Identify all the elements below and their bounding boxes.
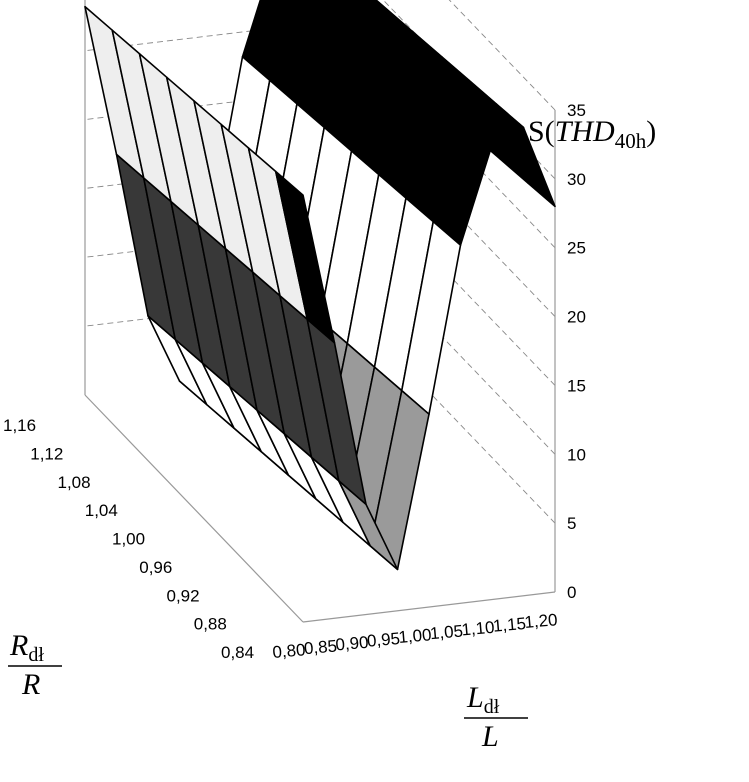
z-tick-label: 20	[567, 308, 586, 327]
y-tick-label: 0,92	[167, 586, 200, 605]
x-tick-label: 1,00	[398, 625, 433, 647]
z-tick-label: 5	[567, 514, 576, 533]
surface-mesh	[84, 0, 556, 571]
wall-grid-line	[448, 0, 556, 111]
y-tick-label: 1,04	[85, 501, 118, 520]
z-tick-label: 0	[567, 583, 576, 602]
z-tick-label: 35	[567, 101, 586, 120]
z-tick-label: 25	[567, 239, 586, 258]
z-tick-label: 10	[567, 445, 586, 464]
x-tick-label: 1,15	[492, 614, 527, 636]
y-tick-label: 0,88	[194, 615, 227, 634]
x-tick-label: 1,05	[429, 621, 464, 643]
x-tick-label: 0,90	[335, 633, 370, 655]
svg-text:R: R	[21, 668, 40, 701]
x-axis-title: Ldł L	[464, 681, 528, 753]
svg-text:L: L	[481, 720, 499, 753]
y-tick-label: 1,00	[112, 530, 145, 549]
y-axis-line	[84, 394, 304, 623]
x-tick-label: 0,85	[303, 636, 338, 658]
x-tick-label: 0,80	[272, 640, 307, 662]
svg-text:Rdł: Rdł	[9, 629, 44, 666]
y-tick-label: 0,96	[139, 558, 172, 577]
x-axis-line	[302, 591, 556, 623]
y-axis-title: Rdł R	[8, 629, 62, 701]
z-tick-label: 15	[567, 376, 586, 395]
axis-lines	[84, 0, 556, 623]
z-axis-title: S(THD40h)	[528, 115, 656, 153]
tick-labels: 051015202530350,800,850,900,951,001,051,…	[3, 101, 586, 662]
x-tick-label: 1,10	[461, 618, 496, 640]
y-tick-label: 0,84	[221, 643, 254, 662]
z-tick-label: 30	[567, 170, 586, 189]
svg-text:Ldł: Ldł	[466, 681, 500, 718]
y-tick-label: 1,12	[30, 444, 63, 463]
surface-cell	[274, 170, 336, 344]
x-tick-label: 0,95	[366, 629, 401, 651]
x-tick-label: 1,20	[524, 610, 559, 632]
y-tick-label: 1,08	[58, 473, 91, 492]
y-tick-label: 1,16	[3, 416, 36, 435]
